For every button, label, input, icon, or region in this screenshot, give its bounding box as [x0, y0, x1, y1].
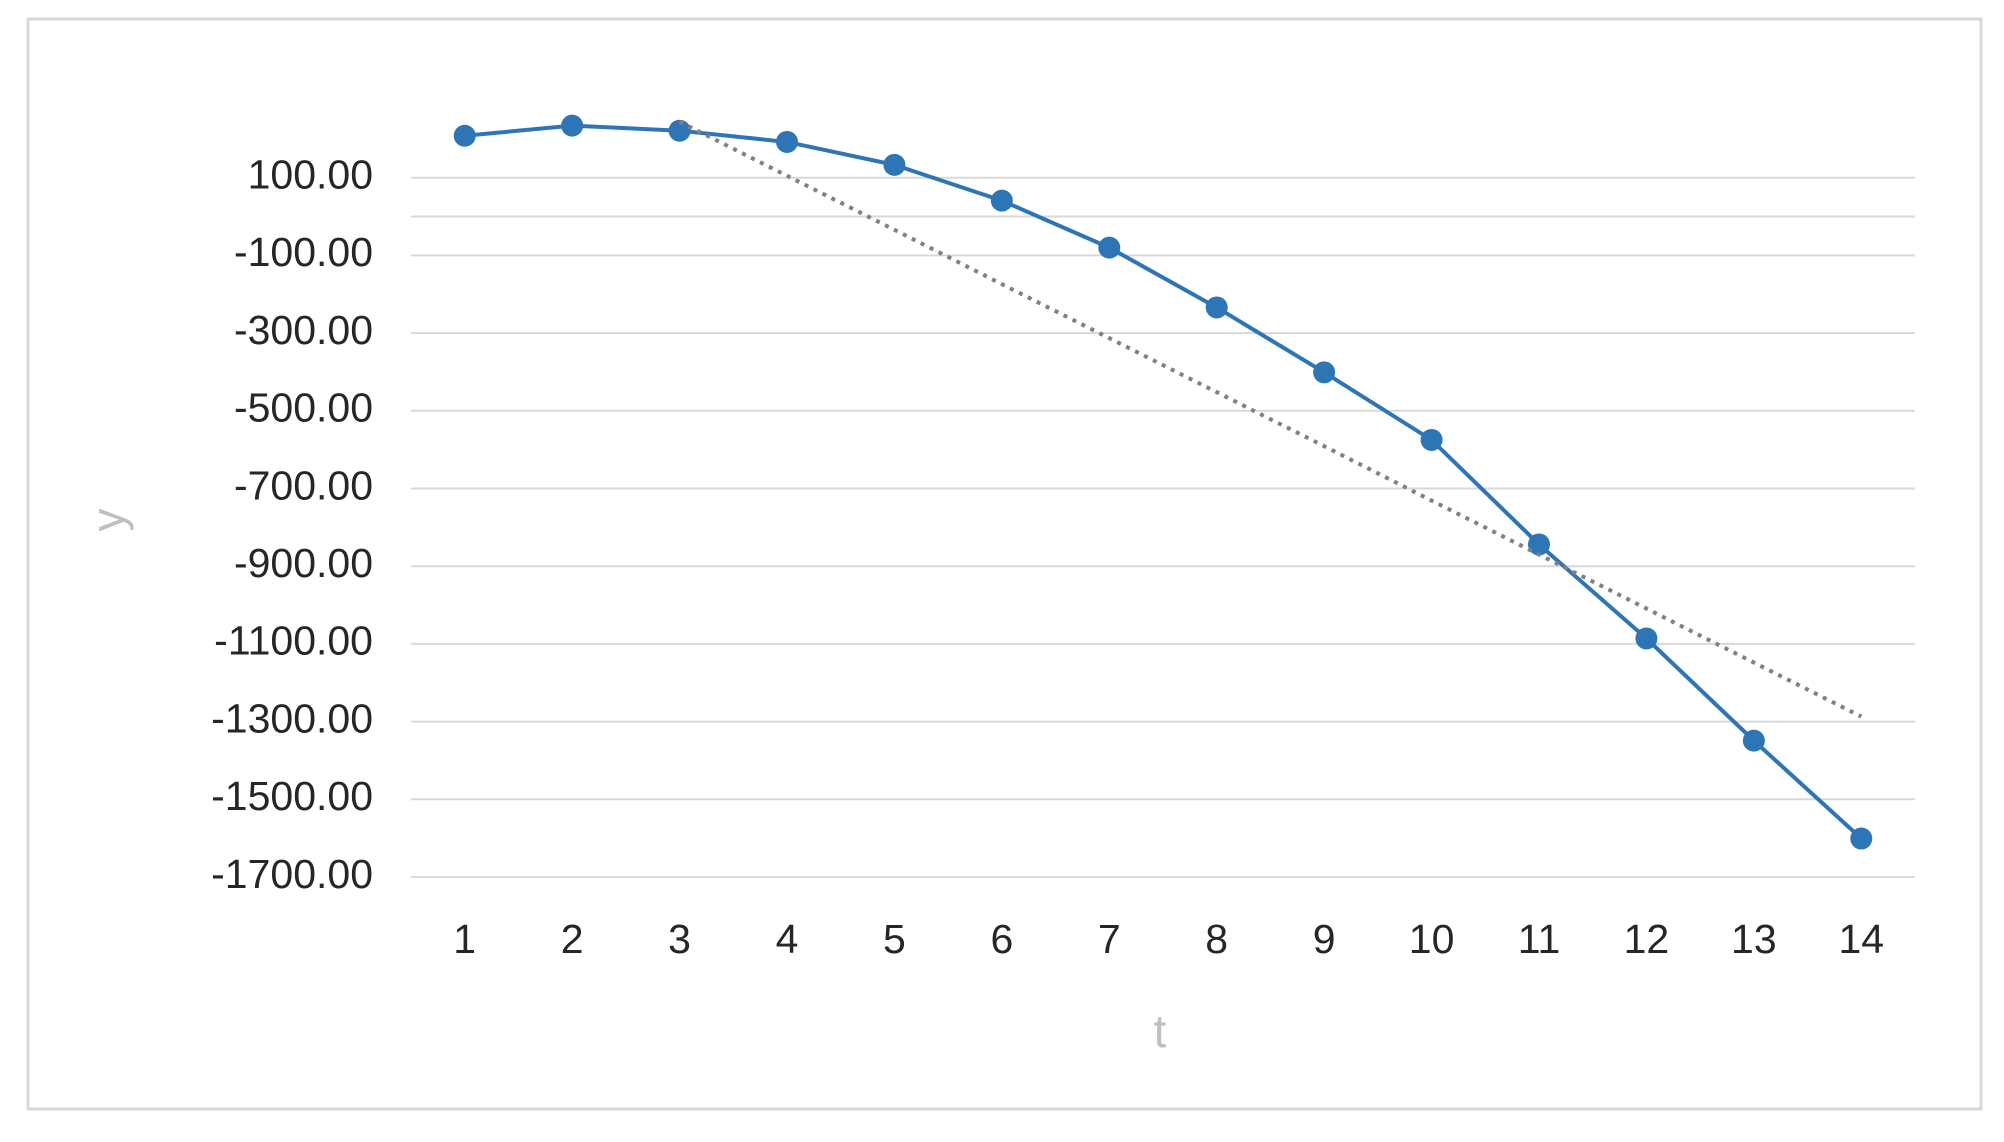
data-point: [990, 189, 1013, 212]
y-tick-label: -1700.00: [211, 851, 373, 897]
data-point: [453, 124, 476, 147]
x-tick-label: 7: [1098, 916, 1121, 962]
x-tick-label: 2: [561, 916, 584, 962]
data-point: [1205, 296, 1228, 319]
y-tick-label: 100.00: [248, 152, 373, 198]
y-tick-label: -900.00: [234, 540, 373, 586]
data-point: [1635, 627, 1658, 650]
y-axis-title: y: [82, 509, 134, 532]
x-tick-label: 11: [1518, 916, 1561, 962]
x-tick-label: 8: [1205, 916, 1228, 962]
x-tick-label: 12: [1624, 916, 1670, 962]
y-tick-label: -1100.00: [214, 618, 373, 664]
y-tick-label: -300.00: [234, 307, 373, 353]
x-tick-label: 4: [776, 916, 799, 962]
y-tick-label: -700.00: [234, 462, 373, 508]
data-point: [561, 114, 584, 137]
data-point: [776, 130, 798, 153]
data-point: [1850, 827, 1873, 850]
data-point: [668, 119, 691, 142]
data-point: [1742, 729, 1765, 752]
y-tick-label: -500.00: [234, 385, 373, 431]
x-tick-label: 9: [1313, 916, 1336, 962]
x-tick-label: 3: [668, 916, 691, 962]
x-axis-title: t: [1154, 1005, 1167, 1057]
x-tick-label: 13: [1731, 916, 1777, 962]
data-point: [1313, 361, 1336, 384]
x-tick-label: 14: [1838, 916, 1884, 962]
data-point: [1528, 533, 1550, 556]
x-tick-label: 1: [453, 916, 476, 962]
x-tick-label: 10: [1409, 916, 1455, 962]
trend-line: [678, 119, 1863, 719]
data-point: [883, 153, 906, 176]
y-tick-label: -100.00: [234, 229, 373, 275]
x-tick-label: 5: [883, 916, 906, 962]
x-tick-label: 6: [990, 916, 1013, 962]
data-point: [1420, 428, 1443, 451]
y-tick-label: -1500.00: [211, 773, 373, 819]
data-point: [1098, 236, 1121, 259]
y-tick-label: -1300.00: [211, 695, 373, 741]
